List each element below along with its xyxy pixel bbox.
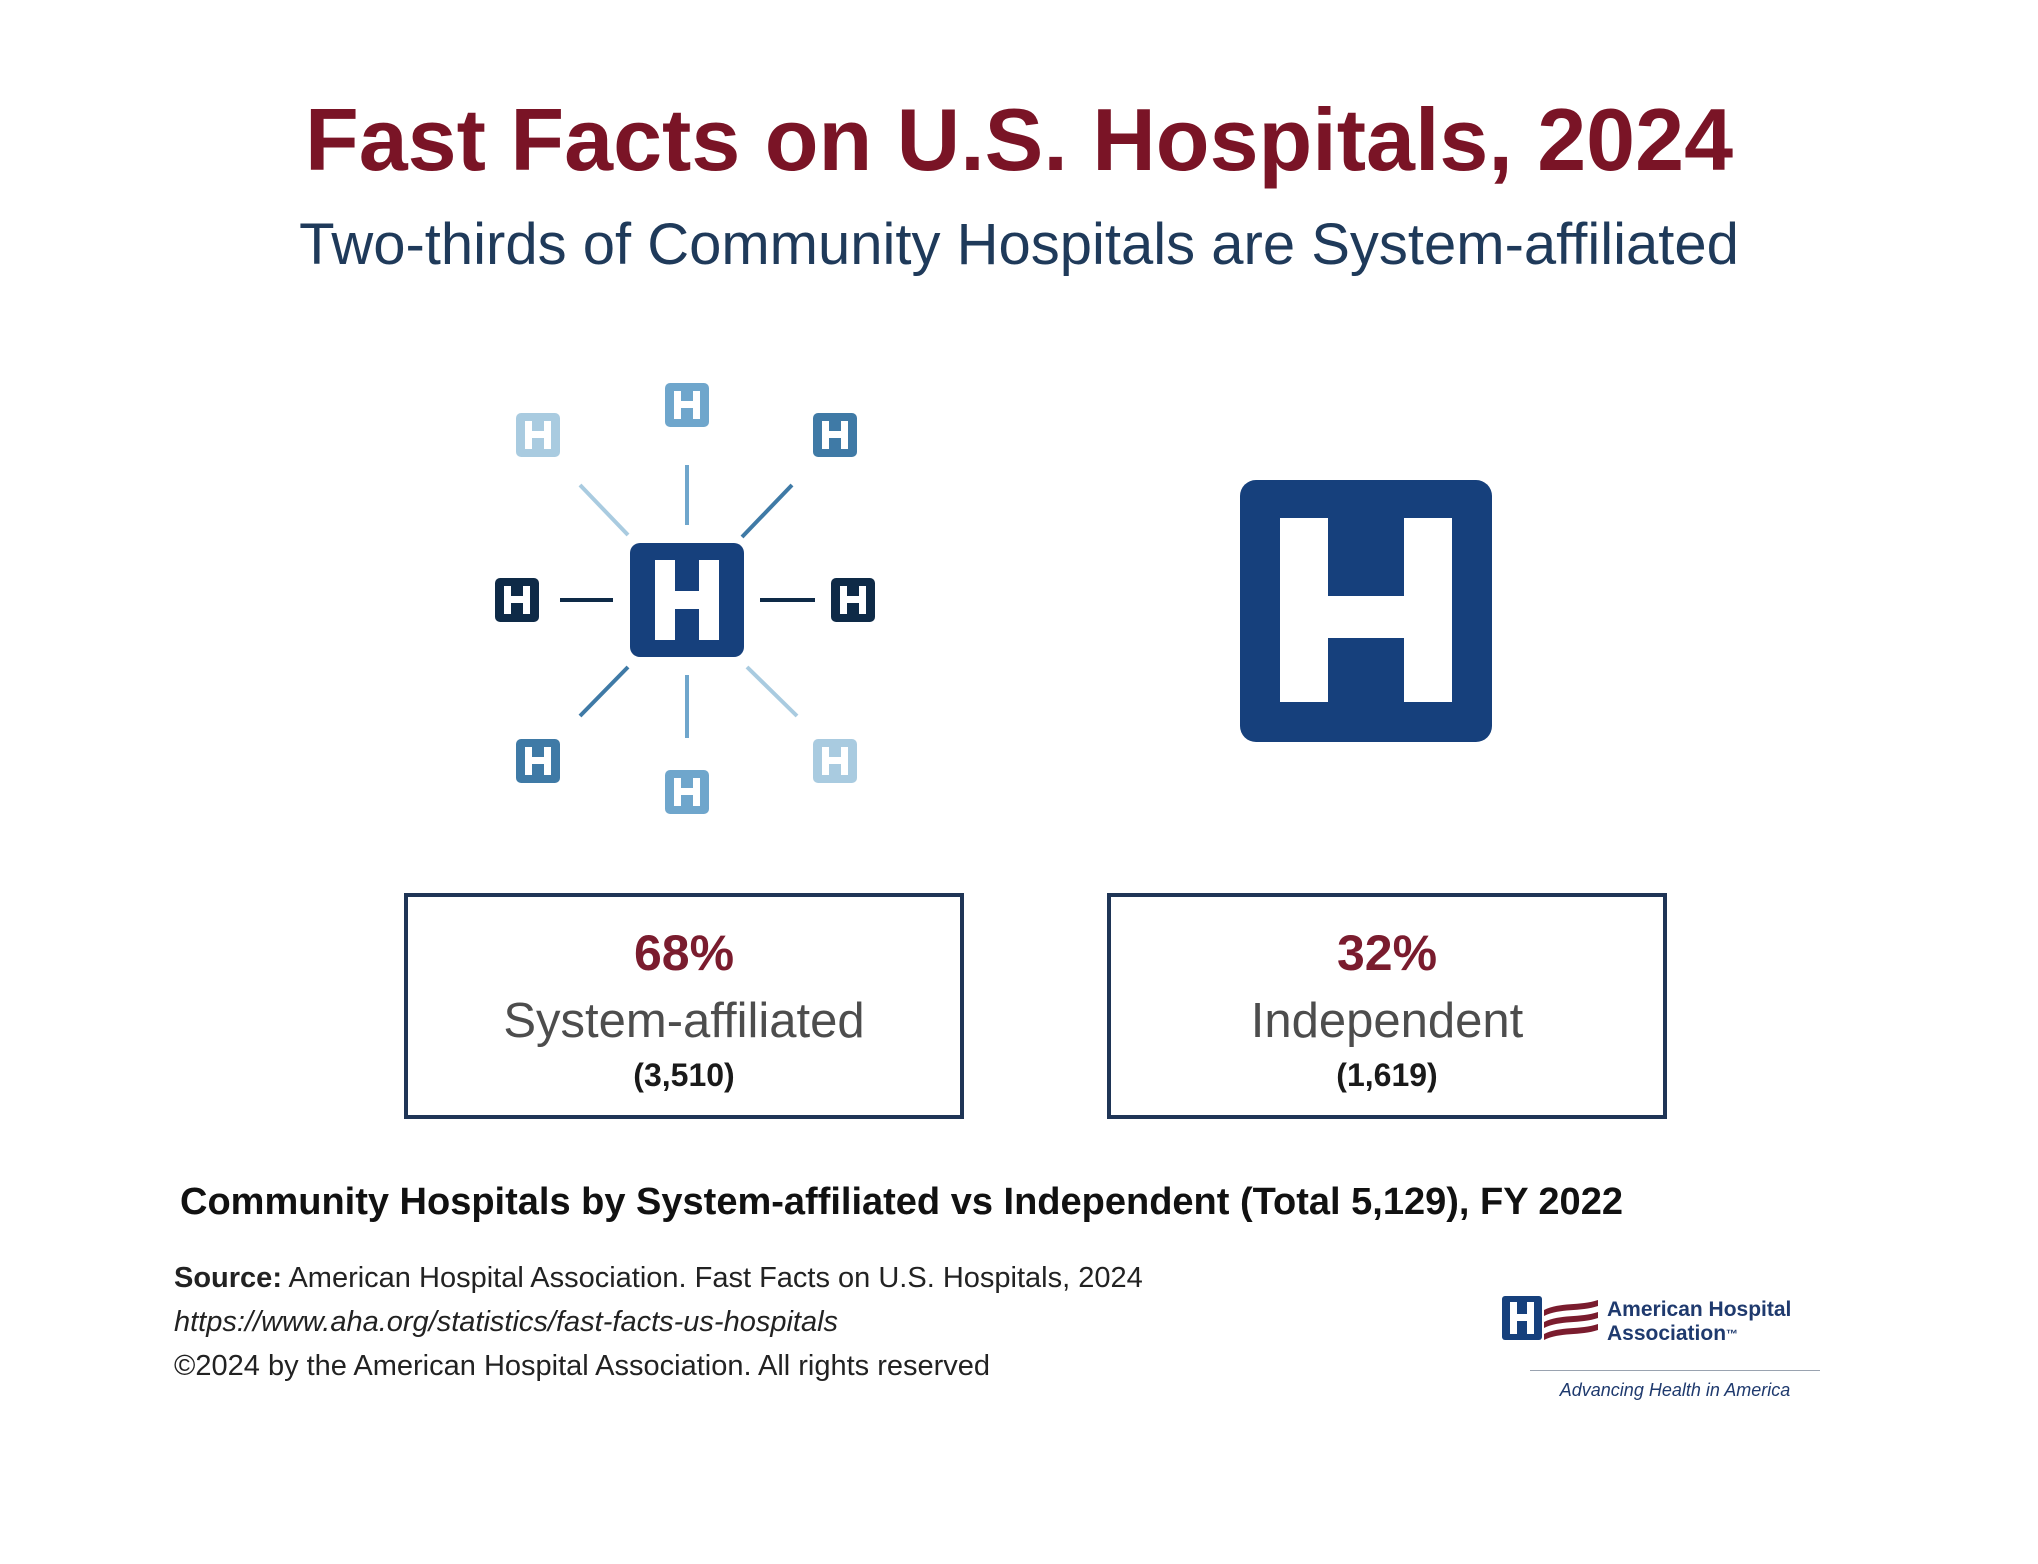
aha-logo-name: American Hospital Association™ — [1607, 1298, 1791, 1346]
connector-line — [740, 483, 794, 539]
chart-caption: Community Hospitals by System-affiliated… — [180, 1181, 1623, 1223]
stat-box-independent: 32% Independent (1,619) — [1107, 893, 1667, 1119]
page-subtitle: Two-thirds of Community Hospitals are Sy… — [299, 212, 1739, 277]
satellite-e-hospital-icon — [831, 578, 875, 622]
source-text: American Hospital Association. Fast Fact… — [288, 1262, 1143, 1294]
aha-tagline: Advancing Health in America — [1559, 1380, 1791, 1400]
source-label: Source: — [174, 1262, 282, 1294]
stat-count: (3,510) — [633, 1057, 735, 1093]
satellite-nw-hospital-icon — [516, 413, 560, 457]
stat-percent: 68% — [633, 925, 735, 981]
aha-name-line2: Association™ — [1607, 1322, 1791, 1346]
logo-divider — [1530, 1370, 1820, 1371]
source-url[interactable]: https://www.aha.org/statistics/fast-fact… — [174, 1306, 839, 1338]
stat-count: (1,619) — [1336, 1057, 1438, 1093]
stat-percent: 32% — [1336, 925, 1438, 981]
satellite-s-hospital-icon — [665, 770, 709, 814]
stat-label: Independent — [1250, 994, 1524, 1048]
center-hospital-icon — [630, 543, 744, 657]
aha-logo-icon — [1500, 1292, 1600, 1352]
satellite-sw-hospital-icon — [516, 739, 560, 783]
copyright-text: ©2024 by the American Hospital Associati… — [174, 1350, 991, 1382]
source-line: Source: American Hospital Association. F… — [174, 1256, 1143, 1300]
aha-name-line1: American Hospital — [1607, 1298, 1792, 1321]
satellite-n-hospital-icon — [665, 383, 709, 427]
stat-box-system-affiliated: 68% System-affiliated (3,510) — [404, 893, 964, 1119]
source-citation: Source: American Hospital Association. F… — [174, 1256, 1143, 1388]
stat-label: System-affiliated — [503, 994, 865, 1048]
aha-logo: American Hospital Association™ Advancing… — [1500, 1290, 1830, 1420]
satellite-ne-hospital-icon — [813, 413, 857, 457]
trademark-mark: ™ — [1726, 1327, 1739, 1341]
hospital-icon — [1240, 480, 1492, 742]
connector-line — [745, 665, 799, 718]
aha-name-text: Association — [1607, 1322, 1727, 1345]
hospital-network-icon — [460, 380, 920, 840]
connector-line — [578, 483, 630, 537]
satellite-se-hospital-icon — [813, 739, 857, 783]
page-title: Fast Facts on U.S. Hospitals, 2024 — [304, 90, 1734, 189]
satellite-w-hospital-icon — [495, 578, 539, 622]
connector-line — [578, 665, 630, 718]
